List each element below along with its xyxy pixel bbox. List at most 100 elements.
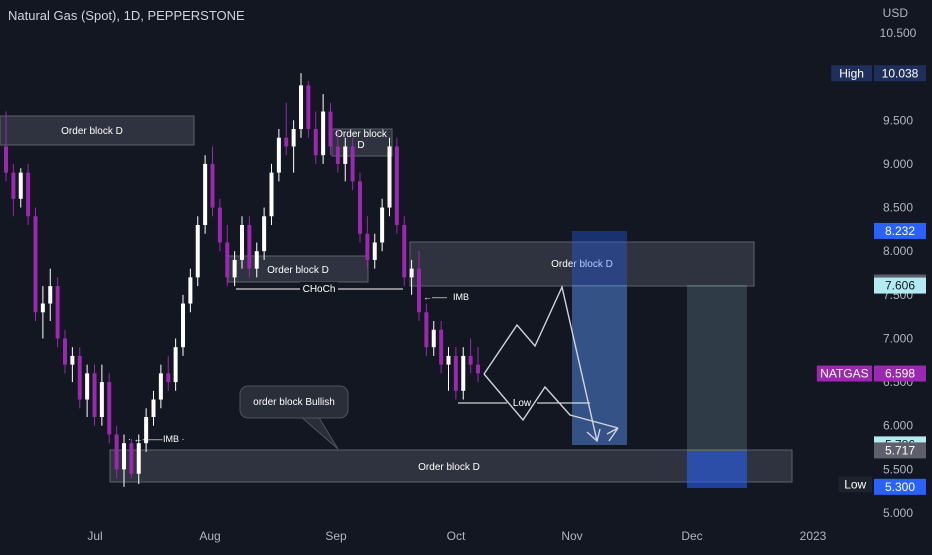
candle-body [269,172,274,217]
candle-body [446,355,451,365]
candle-body [453,355,458,391]
candle-body [461,355,466,391]
candle [417,251,421,321]
candle-body [468,355,473,365]
candle-body [372,242,377,260]
candle [85,364,90,417]
candle-body [313,129,318,156]
low-label: Low [513,398,532,409]
price-badge-tag [816,365,872,382]
candle-body [321,111,326,156]
candle [358,172,362,243]
y-tick-label: 9.000 [883,157,913,171]
candle [225,225,230,287]
candle [173,338,178,391]
candle-body [335,146,340,164]
candle [55,277,60,348]
candle [48,268,53,321]
price-badge-value: 5.717 [885,443,915,457]
price-badge-name: Low [844,477,866,491]
candle-body [358,181,362,234]
candle [203,155,208,234]
candle [468,338,473,374]
candle [151,390,156,426]
price-badge-tag [838,476,872,493]
candle [107,373,112,444]
candle-body [343,146,348,164]
candle [409,259,414,295]
candle [313,111,318,164]
candle-body [166,373,171,383]
candle-body [431,329,436,348]
candle-body [107,382,112,435]
order-block-label: Order block D [267,265,329,276]
candle [11,163,16,217]
x-tick-label: Aug [199,529,220,543]
candle [247,216,252,278]
candle-body [217,207,222,243]
price-badge-value: 6.598 [885,367,915,381]
candle [284,102,289,156]
candle [129,438,134,479]
candle-body [417,268,421,313]
candle [380,198,385,252]
candle-body [439,329,444,365]
projection-box [572,231,627,445]
candle-body [306,85,311,129]
candle-body [33,216,38,313]
candle-body [40,303,45,313]
candle-body [262,216,267,252]
choch-label-bg [300,282,338,295]
candle-body [291,129,296,147]
candle [18,168,23,208]
candle-body [424,312,429,348]
candle [210,146,215,217]
candle-body [276,137,281,173]
candle-body [365,233,370,260]
candle [144,408,149,452]
candle-body [402,225,407,278]
y-tick-label: 9.500 [883,113,913,127]
candle-body [122,443,126,470]
candle [402,216,407,287]
x-tick-label: Nov [561,529,582,543]
price-badge [874,478,926,495]
candle-body [26,172,31,217]
candle [26,163,31,225]
candle-body [4,146,8,173]
candle-body [232,259,237,278]
candle [269,163,274,225]
y-tick-label: 6.000 [883,419,913,433]
y-tick-label: 5.500 [883,462,913,476]
candle-body [203,163,208,225]
candle-body [409,268,414,278]
projection-box [687,285,747,451]
candle [99,364,104,426]
projection-path [483,284,598,442]
candle [394,137,399,234]
chart-title: Natural Gas (Spot), 1D, PEPPERSTONE [8,8,245,23]
candle-body [240,225,244,260]
candle-body [136,443,141,474]
candle [33,207,38,321]
candle [262,207,267,260]
candle [188,268,193,313]
candle [63,329,67,374]
candle [461,347,466,400]
candle-body [151,399,156,417]
candle-body [18,172,23,199]
candle [158,364,163,409]
candle-body [210,163,215,208]
candle [181,294,185,356]
candle-body [48,286,53,304]
candle-body [394,146,399,225]
candle-body [247,225,252,269]
currency-label: USD [882,6,908,20]
projection-box [687,451,747,488]
order-block-label: Order block D [418,462,480,473]
candle-body [85,373,90,400]
candle-body [225,242,230,278]
callout-box [239,385,349,419]
arrow-head [586,428,601,443]
